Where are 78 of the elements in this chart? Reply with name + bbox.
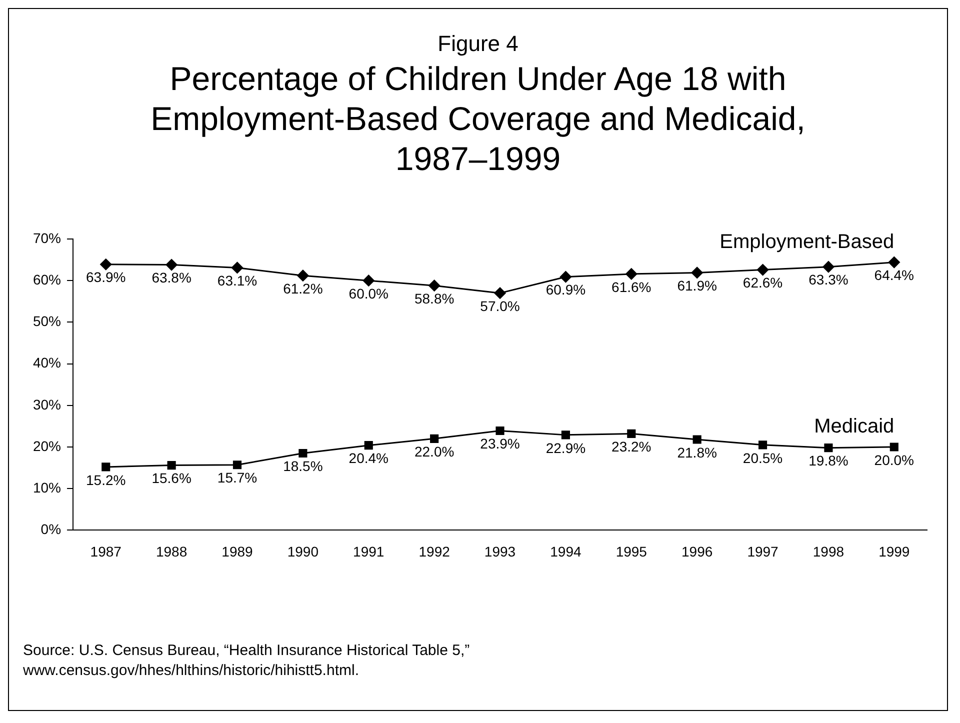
- data-label: 61.6%: [612, 278, 652, 295]
- data-label: 60.9%: [546, 282, 586, 298]
- data-label: 19.8%: [808, 452, 848, 469]
- y-tick-label: 20%: [32, 438, 62, 454]
- chart-subtitle: Figure 4: [436, 31, 520, 57]
- point: [890, 442, 898, 452]
- x-tick-label: 1998: [812, 543, 844, 560]
- y-tick-label: 60%: [32, 271, 62, 288]
- point: [496, 426, 504, 436]
- x-tick-label: 1995: [616, 543, 648, 560]
- x-tick-label: 1991: [353, 543, 384, 560]
- point: [626, 268, 638, 280]
- y-tick-label: 30%: [32, 396, 62, 412]
- x-tick-label: 1999: [878, 543, 910, 560]
- point: [627, 429, 636, 438]
- y-tick-label: 70%: [32, 230, 62, 246]
- x-tick-label: 1997: [747, 543, 779, 560]
- data-label: 63.8%: [152, 270, 192, 286]
- point: [297, 270, 309, 282]
- y-tick-label: 0%: [40, 521, 62, 538]
- x-tick-label: 1988: [156, 543, 188, 560]
- point: [232, 262, 243, 274]
- data-label: 20.4%: [348, 450, 388, 466]
- point: [100, 258, 112, 270]
- point: [166, 259, 178, 271]
- y-tick-label: 10%: [32, 479, 62, 496]
- data-label: 21.8%: [677, 444, 717, 460]
- x-tick-label: 1994: [550, 543, 582, 560]
- data-label: 15.7%: [217, 470, 258, 486]
- data-label: 57.0%: [480, 298, 520, 314]
- data-label: 20.5%: [742, 450, 783, 466]
- point: [822, 261, 834, 273]
- point: [430, 434, 439, 443]
- data-label: 22.0%: [414, 444, 454, 460]
- point: [560, 271, 572, 283]
- point: [102, 462, 110, 472]
- point: [428, 280, 440, 292]
- source-note: Source: U.S. Census Bureau, “Health Insurance Historical Table 5,” www.census.gov/hhes/hlthins/historic/hihistt5.html.: [23, 641, 471, 681]
- x-tick-label: 1992: [418, 543, 450, 560]
- point: [692, 435, 702, 444]
- data-label: 60.0%: [348, 285, 388, 302]
- x-tick-label: 1993: [484, 543, 516, 560]
- series-label: Medicaid: [814, 416, 894, 438]
- data-label: 23.2%: [612, 438, 652, 455]
- data-label: 22.9%: [546, 440, 586, 456]
- x-tick-label: 1990: [287, 543, 319, 560]
- series-label: Employment-Based: [720, 230, 894, 253]
- data-label: 20.0%: [874, 452, 914, 468]
- point: [758, 440, 768, 450]
- x-tick-label: 1989: [222, 543, 254, 560]
- y-tick-label: 40%: [32, 354, 62, 371]
- point: [298, 448, 308, 458]
- point: [757, 264, 769, 276]
- data-label: 64.4%: [874, 267, 914, 284]
- data-label: 61.2%: [283, 280, 323, 296]
- point: [561, 430, 570, 440]
- data-label: 58.8%: [414, 290, 454, 306]
- chart-title: Percentage of Children Under Age 18 with Employment-Based Coverage and Medicaid, 1987–1999: [150, 59, 806, 179]
- point: [167, 461, 176, 470]
- data-label: 18.5%: [283, 458, 323, 474]
- point: [824, 444, 833, 452]
- point: [362, 274, 374, 286]
- point: [691, 266, 703, 278]
- point: [364, 441, 373, 450]
- point: [232, 460, 242, 470]
- point: [888, 256, 900, 268]
- x-tick-label: 1996: [682, 543, 713, 560]
- data-label: 15.2%: [86, 472, 126, 488]
- data-label: 63.1%: [217, 272, 258, 289]
- point: [494, 287, 506, 299]
- data-label: 61.9%: [677, 278, 717, 294]
- data-label: 63.9%: [86, 269, 126, 286]
- y-tick-label: 50%: [32, 313, 62, 330]
- data-label: 63.3%: [808, 272, 848, 288]
- data-label: 23.9%: [480, 436, 520, 452]
- x-tick-label: 1987: [90, 543, 122, 560]
- data-label: 15.6%: [152, 470, 192, 486]
- data-label: 62.6%: [742, 274, 783, 291]
